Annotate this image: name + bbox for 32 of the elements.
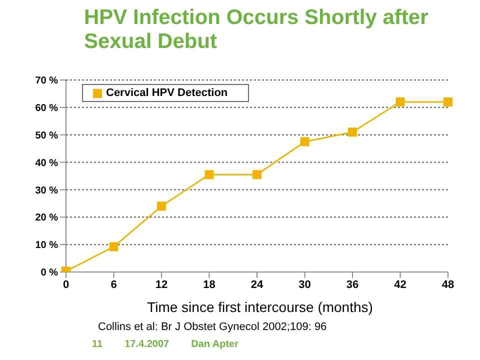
point <box>204 170 214 180</box>
x-tick-label: 36 <box>346 278 359 291</box>
y-tick-label: 20 % <box>35 212 58 224</box>
x-tick-label: 30 <box>298 278 311 291</box>
text: Collins et al: Br J Obstet Gynecol 2002;109: 96 <box>98 321 327 333</box>
x-tick-label: 18 <box>203 278 216 291</box>
y-tick-label: 50 % <box>35 130 58 142</box>
x-axis-title: Time since first intercourse (months) <box>146 299 374 315</box>
x-tick-label: 6 <box>110 278 117 291</box>
x-tick-label: 48 <box>442 278 454 291</box>
point <box>300 137 310 146</box>
text: Dan Apter <box>191 339 238 350</box>
x-tick-label: 24 <box>250 278 264 291</box>
y-tick-label: 30 % <box>35 185 58 196</box>
y-tick-label: 10 % <box>35 240 58 252</box>
y-tick-label: 0 % <box>40 268 58 279</box>
point <box>348 128 357 137</box>
chart-title: HPV Infection Occurs Shortly after Sexual Debut <box>84 6 430 54</box>
text: 11 <box>92 339 103 350</box>
point <box>444 97 452 106</box>
x-tick-label: 0 <box>62 278 70 291</box>
y-tick-label: 60 % <box>35 102 58 114</box>
text: 17.4.2007 <box>124 339 170 350</box>
x-tick-label: 12 <box>155 278 168 291</box>
y-tick-label: 70 % <box>35 76 58 87</box>
y-tick-label: 40 % <box>35 158 58 169</box>
x-tick-label: 42 <box>394 278 406 291</box>
point <box>252 170 262 180</box>
point <box>396 97 405 106</box>
point <box>109 242 118 252</box>
legend-label: Cervical HPV Detection <box>106 87 228 99</box>
point <box>157 202 166 211</box>
